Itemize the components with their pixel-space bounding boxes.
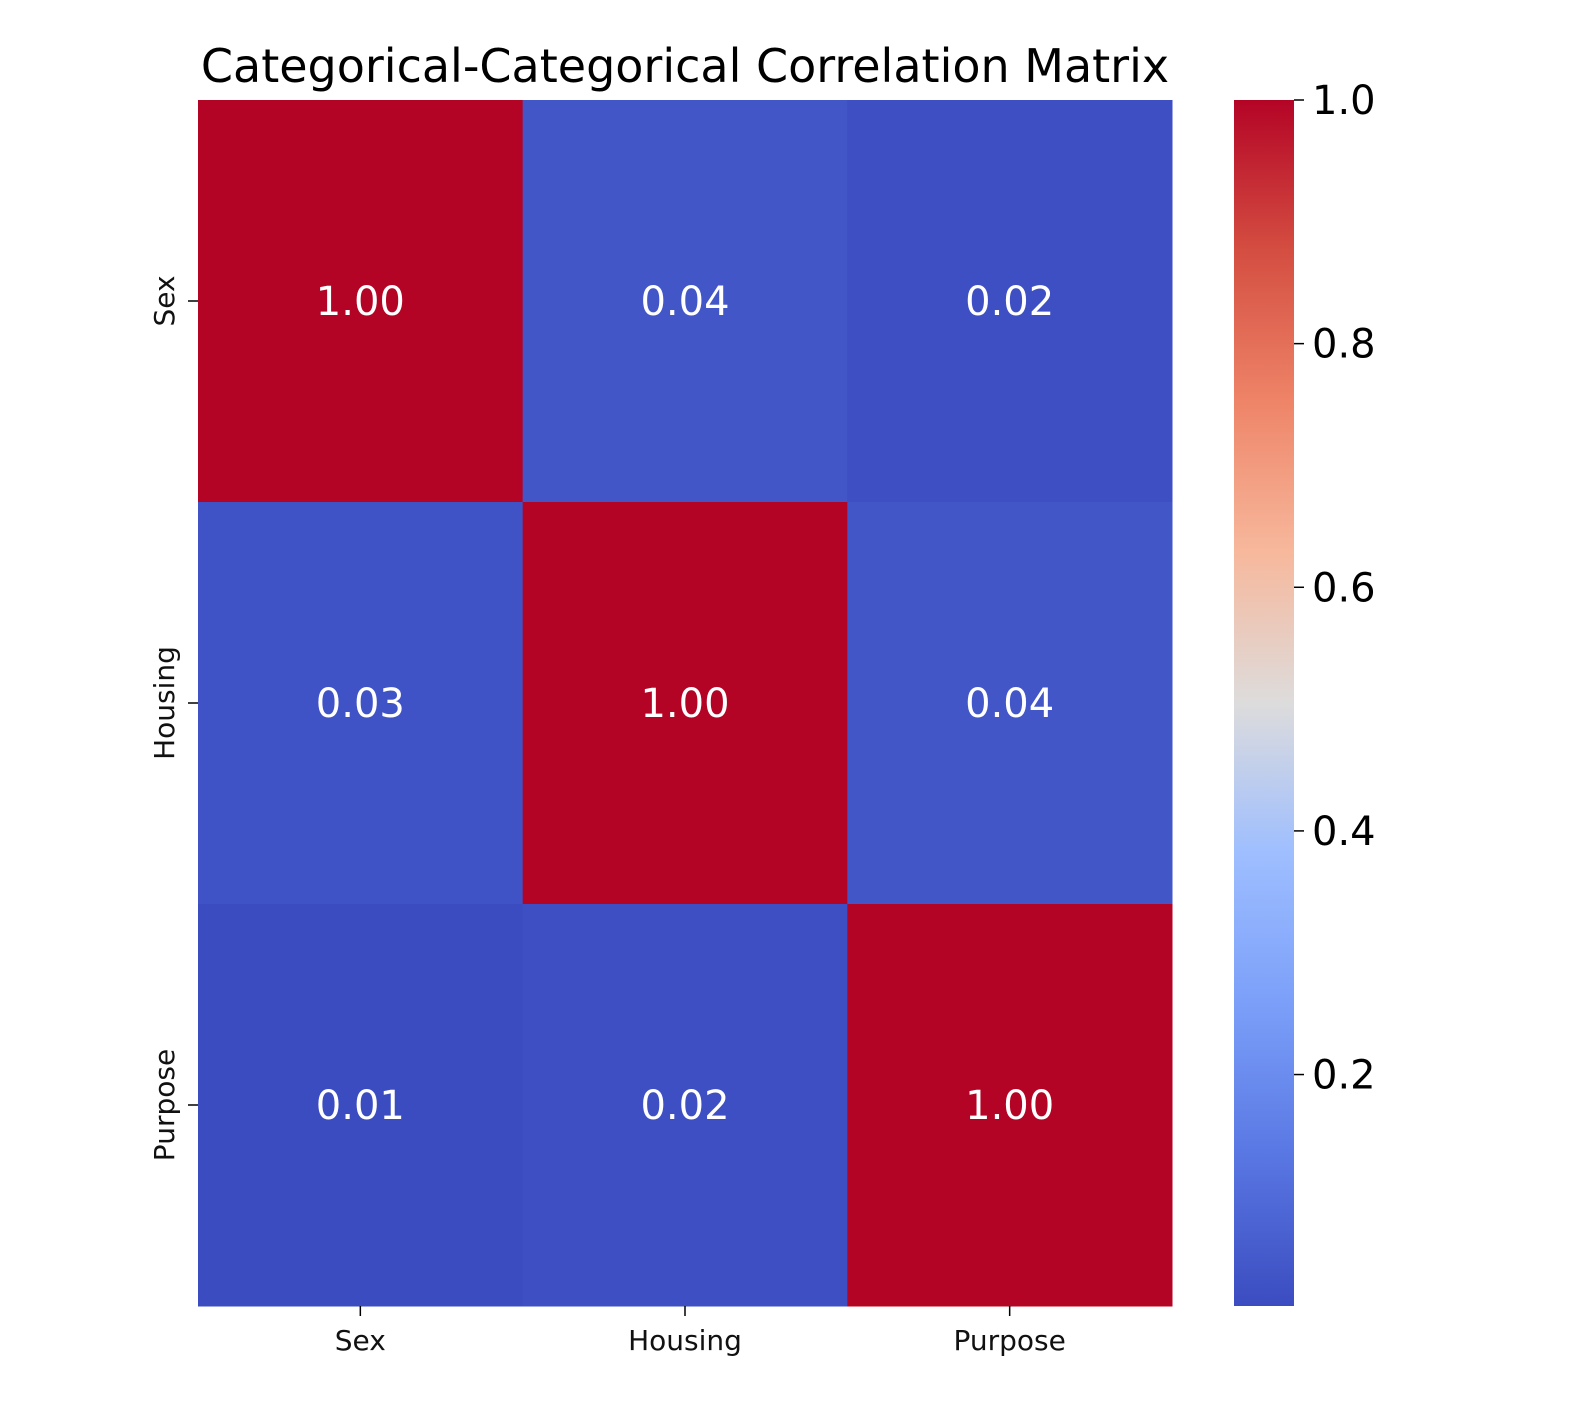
y-axis: Sex Housing Purpose [148,275,198,1161]
colorbar-axis: 0.2 0.4 0.6 0.8 1.0 [1294,78,1376,1099]
cell-value-label: 0.04 [640,279,729,325]
chart-title: Categorical-Categorical Correlation Matr… [201,39,1169,93]
cell-housing-housing [522,502,848,905]
y-tick-label: Purpose [148,1049,181,1161]
colorbar-tick-label: 0.2 [1312,1053,1376,1099]
colorbar [1234,100,1294,1306]
x-axis: Sex Housing Purpose [335,1306,1066,1357]
colorbar-tick-label: 0.4 [1312,809,1376,855]
cell-housing-sex [198,502,524,905]
cell-purpose-purpose [847,904,1173,1307]
x-tick-label: Housing [628,1324,742,1357]
x-tick-label: Purpose [953,1324,1065,1357]
cell-value-label: 1.00 [316,279,405,325]
y-tick-label: Housing [148,646,181,760]
cell-value-label: 0.03 [316,681,405,727]
cell-value-label: 0.04 [965,681,1054,727]
cell-value-label: 1.00 [965,1083,1054,1129]
cell-purpose-sex [198,904,524,1307]
colorbar-tick-label: 1.0 [1312,78,1376,124]
y-tick-label: Sex [148,275,181,326]
heatmap-cells: 1.00 0.04 0.02 0.03 1.00 0.04 0.01 0.02 1.00 [198,100,1173,1307]
cell-value-label: 1.00 [640,681,729,727]
cell-value-label: 0.01 [316,1083,405,1129]
cell-housing-purpose [847,502,1173,905]
colorbar-tick-label: 0.6 [1312,565,1376,611]
colorbar-tick-label: 0.8 [1312,322,1376,368]
x-tick-label: Sex [335,1324,386,1357]
cell-value-label: 0.02 [965,279,1054,325]
cell-sex-housing [522,100,848,503]
cell-value-label: 0.02 [640,1083,729,1129]
cell-sex-purpose [847,100,1173,503]
cell-sex-sex [198,100,524,503]
cell-purpose-housing [522,904,848,1307]
